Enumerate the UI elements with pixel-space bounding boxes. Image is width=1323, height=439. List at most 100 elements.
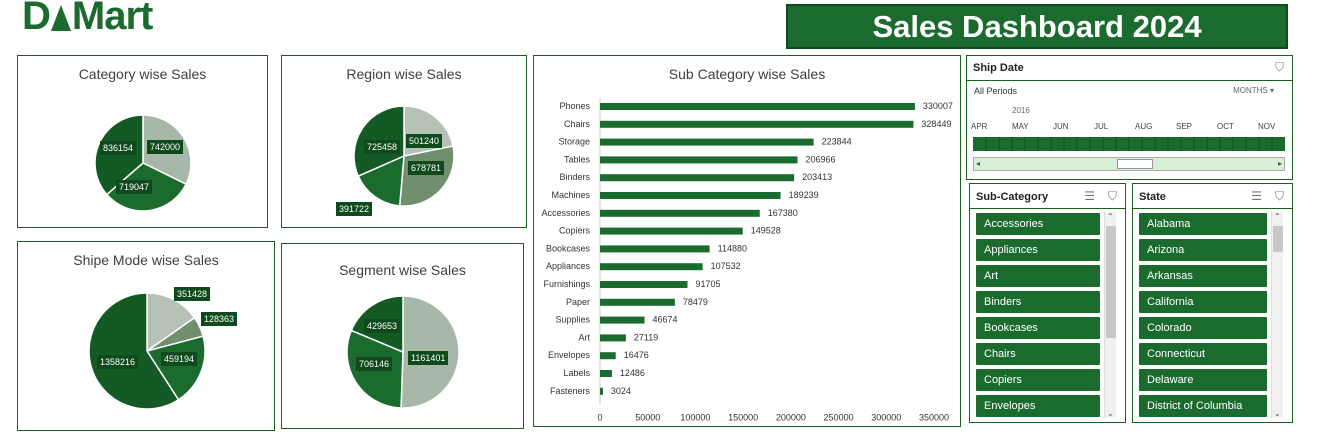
bar[interactable] [600,316,645,324]
bar[interactable] [600,370,612,377]
shipmode-chart-title: Shipe Mode wise Sales [73,252,219,268]
slicer-scrollbar[interactable]: ⌃ ⌄ [1104,212,1116,418]
month-labels: APR MAY JUN JUL AUG SEP OCT NOV [971,122,1285,134]
chevron-up-icon[interactable]: ⌃ [1274,212,1281,221]
bar[interactable] [600,138,814,146]
pie-label: 836154 [100,141,137,155]
chevron-down-icon[interactable]: ⌄ [1107,409,1114,418]
state-slicer[interactable]: State ☰ ⛉ Alabama Arizona Arkansas Californ… [1132,183,1293,423]
bar[interactable] [600,120,914,128]
bar-value-label: 78479 [683,297,708,307]
chevron-down-icon[interactable]: ⌄ [1274,409,1281,418]
scroll-thumb[interactable] [1117,159,1153,169]
category-label: Machines [551,190,590,200]
slicer-item[interactable]: Connecticut [1139,343,1267,365]
divider [967,80,1292,81]
slicer-item[interactable]: Art [976,265,1100,287]
slicer-item[interactable]: Chairs [976,343,1100,365]
slicer-item[interactable]: California [1139,291,1267,313]
scroll-thumb[interactable] [1273,226,1283,252]
ship-date-timeline[interactable]: Ship Date ⛉ All Periods MONTHS ▾ 2016 AP… [966,55,1293,180]
region-chart-panel[interactable]: Region wise Sales 725458 501240 678781 3… [281,55,527,228]
category-label: Supplies [555,315,590,325]
slicer-item[interactable]: Envelopes [976,395,1100,417]
pie-label: 1161401 [408,351,449,365]
subcategory-chart-panel[interactable]: Sub Category wise Sales Phones 330007 Chai… [533,55,961,427]
logo-text-right: Mart [71,0,153,38]
slicer-item[interactable]: District of Columbia [1139,395,1267,417]
segment-chart-panel[interactable]: Segment wise Sales 429653 706146 1161401 [281,243,524,429]
bar[interactable] [600,192,781,199]
scroll-thumb[interactable] [1106,226,1116,338]
scroll-right-icon[interactable]: ▸ [1277,159,1282,168]
bar-value-label: 149528 [751,226,781,236]
category-label: Envelopes [548,350,591,360]
bar-value-label: 107532 [711,261,741,271]
bar[interactable] [600,352,616,360]
pie-slice[interactable] [357,154,405,207]
slicer-item[interactable]: Accessories [976,213,1100,235]
bar[interactable] [600,281,688,288]
bar[interactable] [600,387,603,395]
bar-value-label: 189239 [789,190,819,200]
subcategory-slicer[interactable]: Sub-Category ☰ ⛉ Accessories Appliances Ar… [969,183,1126,423]
slicer-item[interactable]: Arkansas [1139,265,1267,287]
x-tick-label: 150000 [728,413,758,423]
period-unit-dropdown[interactable]: MONTHS ▾ [1233,86,1274,95]
pie-slice[interactable] [88,292,180,410]
timeline-bar[interactable] [973,137,1285,151]
clear-filter-icon[interactable]: ⛉ [1107,189,1117,203]
slicer-item[interactable]: Bookcases [976,317,1100,339]
pie-label: 706146 [356,357,393,371]
slicer-item[interactable]: Delaware [1139,369,1267,391]
category-label: Furnishings [543,279,590,289]
tree-icon [50,5,71,31]
scroll-left-icon[interactable]: ◂ [976,159,981,168]
shipmode-chart-panel[interactable]: Shipe Mode wise Sales 1358216 351428 128… [17,241,275,431]
slicer-item[interactable]: Arizona [1139,239,1267,261]
bar[interactable] [600,334,626,342]
month-label: OCT [1217,122,1234,131]
bar[interactable] [600,103,915,110]
bar-value-label: 16476 [624,350,649,360]
multi-select-icon[interactable]: ☰ [1251,189,1262,203]
pie-slice[interactable] [398,145,455,207]
period-label: All Periods [974,86,1018,96]
category-label: Accessories [541,208,590,218]
chevron-up-icon[interactable]: ⌃ [1107,212,1114,221]
slicer-item[interactable]: Alabama [1139,213,1267,235]
bar[interactable] [600,298,675,306]
month-label: SEP [1176,122,1193,131]
bar[interactable] [600,209,760,217]
multi-select-icon[interactable]: ☰ [1084,189,1095,203]
pie-label: 128363 [201,312,238,326]
category-chart-panel[interactable]: Category wise Sales 836154 742000 719047 [17,55,268,228]
slicer-item[interactable]: Colorado [1139,317,1267,339]
bar[interactable] [600,245,710,253]
x-tick-label: 50000 [635,413,660,423]
slicer-item[interactable]: Copiers [976,369,1100,391]
month-label: AUG [1135,122,1153,131]
slicer-item[interactable]: Binders [976,291,1100,313]
bar-value-label: 3024 [611,386,631,396]
category-pie [94,114,192,212]
slicer-scrollbar[interactable]: ⌃ ⌄ [1271,212,1283,418]
subcategory-bar-chart: Phones 330007 Chairs 328449 Storage 223844 Tab… [541,98,953,423]
x-tick-label: 250000 [824,413,854,423]
bar-value-label: 203413 [802,172,832,182]
timeline-scrollbar[interactable]: ◂ ▸ [973,157,1285,171]
month-label: JUL [1094,122,1109,131]
bar[interactable] [600,174,795,182]
clear-filter-icon[interactable]: ⛉ [1274,189,1284,203]
bar[interactable] [600,263,703,271]
month-label: JUN [1053,122,1069,131]
slicer-item[interactable]: Appliances [976,239,1100,261]
bar[interactable] [600,227,743,235]
bar[interactable] [600,156,798,164]
dashboard-title-bar: Sales Dashboard 2024 [786,4,1288,49]
pie-slice[interactable] [146,292,196,353]
clear-filter-icon[interactable]: ⛉ [1274,60,1284,74]
dashboard-title: Sales Dashboard 2024 [872,8,1202,44]
pie-label: 501240 [406,134,443,148]
dmart-logo: D Mart [22,0,153,39]
